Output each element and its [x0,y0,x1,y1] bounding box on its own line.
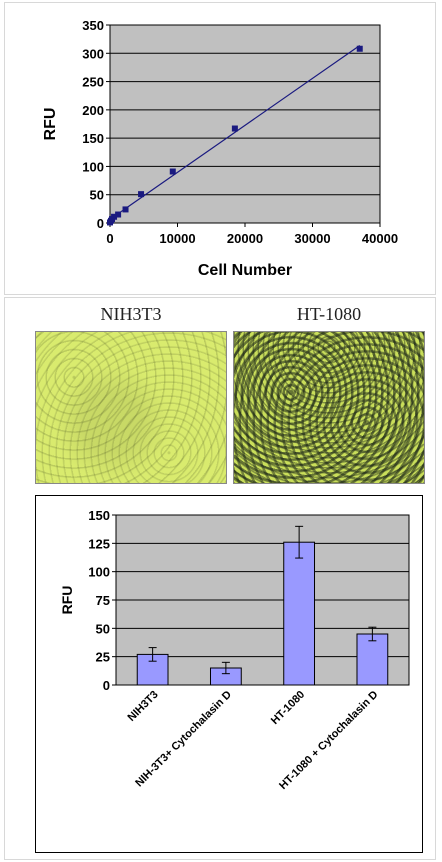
x-tick-label: 20000 [227,231,263,246]
y-tick-label: 200 [82,103,104,118]
bar-chart-frame: 0 25 50 75 100 125 150 NIH3T3 NIH-3T3+ Cytochal… [35,495,423,853]
category-label: NIH3T3 [125,689,160,724]
fit-line [109,44,361,220]
y-tick-label: 300 [82,46,104,61]
x-tick-label: 0 [106,231,113,246]
data-point [356,45,363,52]
data-point [138,191,145,198]
y-axis-label: RFU [42,108,59,141]
category-label: HT-1080 [269,689,307,727]
bar [283,541,316,686]
x-tick-label: 30000 [294,231,330,246]
y-tick-label: 75 [96,593,110,608]
y-tick-label: 350 [82,18,104,33]
y-tick-label: 250 [82,75,104,90]
invasion-panel: NIH3T3 HT-1080 0 25 50 75 100 125 150 NIH3T3 NI… [4,297,436,860]
y-tick-label: 0 [103,678,110,693]
data-point [169,168,176,175]
plot-area [110,25,380,223]
x-axis-label: Cell Number [198,262,292,279]
y-tick-label: 125 [88,536,110,551]
y-axis-label: RFU [59,586,75,615]
x-tick-label: 40000 [362,231,398,246]
data-point [115,211,122,218]
y-tick-label: 50 [90,188,104,203]
standard-curve-chart: 0 50 100 150 200 250 300 350 0 10000 20000 30000 40… [42,18,398,279]
y-tick-label: 100 [88,565,110,580]
bar [356,633,389,686]
micrograph-nih3t3 [35,331,227,484]
standard-curve-panel: 0 50 100 150 200 250 300 350 0 10000 20000 30000 40… [4,2,436,295]
micrograph-ht1080 [233,331,425,484]
y-tick-label: 100 [82,159,104,174]
micrograph-title-ht1080: HT-1080 [296,304,362,324]
x-tick-label: 10000 [159,231,195,246]
y-tick-label: 150 [82,131,104,146]
y-tick-label: 50 [96,621,110,636]
data-point [122,206,129,213]
y-tick-label: 0 [97,216,104,231]
data-point [231,125,238,132]
data-point [111,213,118,220]
y-tick-label: 25 [96,650,110,665]
micrograph-title-nih3t3: NIH3T3 [100,304,162,324]
y-tick-label: 150 [88,508,110,523]
